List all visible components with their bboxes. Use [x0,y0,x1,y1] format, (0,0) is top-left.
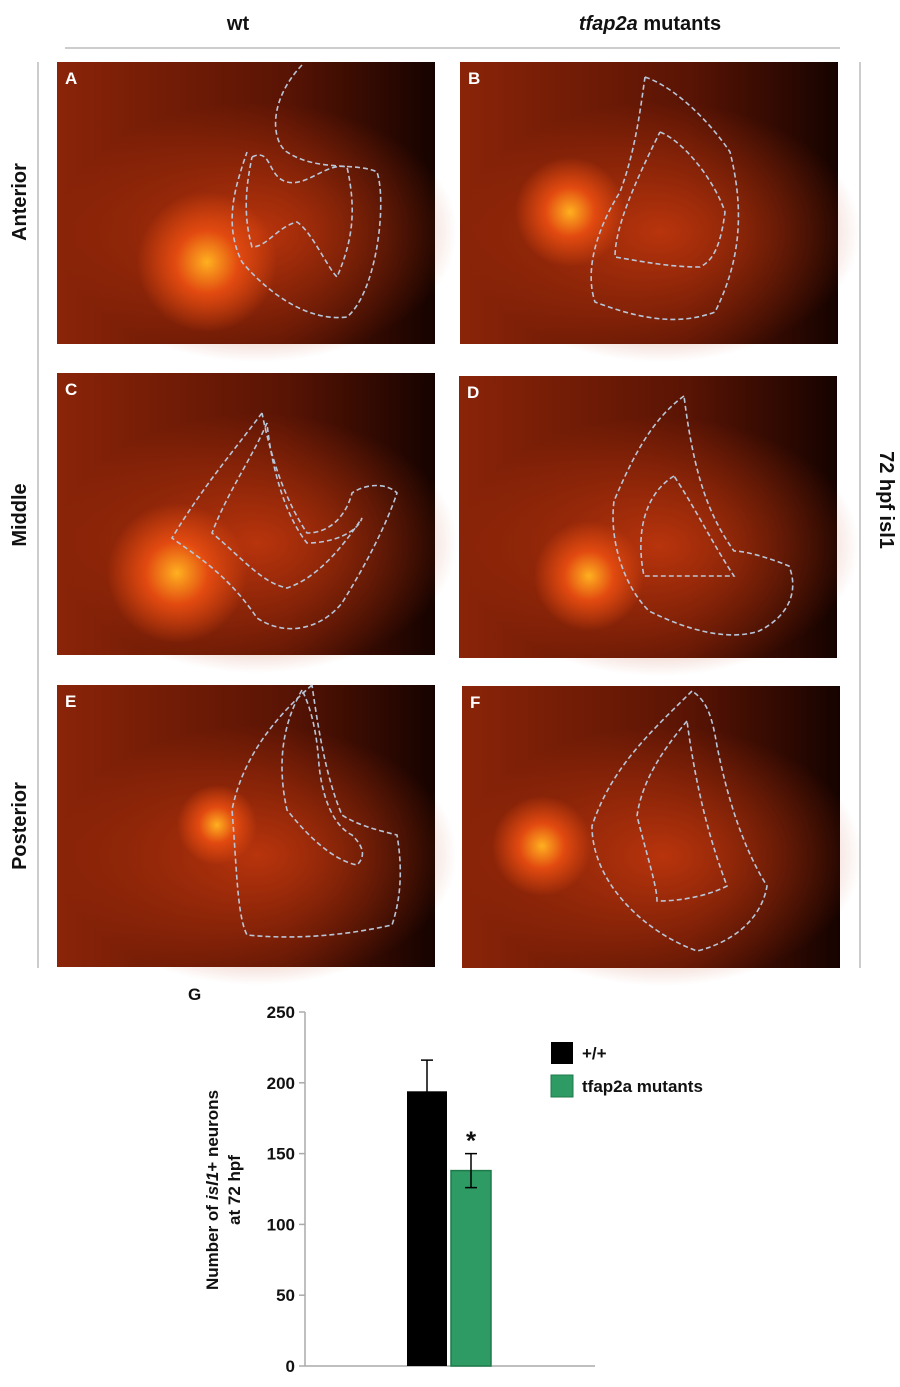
tissue-haze [57,725,457,985]
y-tick-label: 200 [267,1074,295,1093]
neuron-cluster [515,157,625,267]
neuron-cluster [107,503,247,643]
gene-name: tfap2a [579,13,638,35]
y-axis-label: at 72 hpf [225,1155,244,1225]
label-text: + neurons [203,1090,222,1172]
error-bar [421,1059,433,1124]
panel-letter: B [468,69,480,88]
column-header: wt [226,13,250,35]
otic-outline [636,720,729,902]
y-tick-label: 100 [267,1215,295,1234]
y-axis-label: Number of isl1+ neurons [203,1090,222,1290]
tissue-haze [459,416,859,676]
neuron-cluster [492,796,592,896]
otic-outline [211,422,363,589]
tissue-haze [462,726,862,986]
panel-letter: A [65,69,77,88]
legend-swatch [550,1074,574,1098]
micrograph: F [462,686,862,986]
side-label: 72 hpf isl1 [875,451,897,549]
y-tick-label: 250 [267,1003,295,1022]
micrograph: E [57,684,457,985]
otic-outline [245,154,353,279]
otic-outline [590,76,740,321]
micrograph: D [459,376,859,676]
error-bar [465,1152,477,1189]
legend-swatch [551,1042,573,1064]
otic-outline [170,412,398,630]
micrograph: B [460,62,860,362]
panel-letter: C [65,380,77,399]
otic-outline [231,64,382,319]
y-tick-label: 0 [286,1357,295,1376]
y-tick-label: 150 [267,1145,295,1164]
legend-label: tfap2a mutants [582,1077,703,1096]
neuron-cluster [534,521,644,631]
significance-marker: * [466,1126,477,1156]
row-label: Anterior [9,163,31,241]
label-text: Number of [203,1205,222,1290]
bar [450,1169,492,1367]
neuron-cluster [137,192,277,332]
otic-outline [614,131,726,268]
bar [407,1091,447,1366]
neuron-cluster [177,785,257,865]
header-text: mutants [643,13,721,35]
otic-outline [281,689,364,866]
row-label: Posterior [9,782,31,870]
otic-outline [591,690,768,952]
row-label: Middle [9,483,31,546]
micrograph: A [57,62,457,362]
column-header: tfap2a mutants [579,13,721,35]
micrograph: C [57,373,457,673]
gene-name: isl1 [203,1172,222,1200]
y-tick-label: 50 [276,1286,295,1305]
otic-outline [640,475,736,577]
otic-outline [612,395,794,636]
panel-letter: D [467,383,479,402]
panel-letter: G [188,985,201,1004]
legend-label: +/+ [582,1044,607,1063]
panel-letter: F [470,693,480,712]
panel-letter: E [65,692,76,711]
